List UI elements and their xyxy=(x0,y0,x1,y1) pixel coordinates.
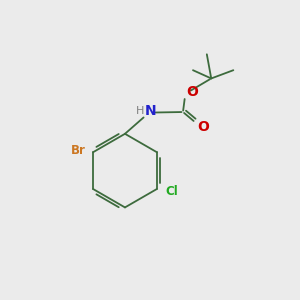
Text: O: O xyxy=(198,120,209,134)
Text: O: O xyxy=(186,85,198,99)
Text: H: H xyxy=(136,106,144,116)
Text: Br: Br xyxy=(71,144,86,157)
Text: Cl: Cl xyxy=(166,185,178,199)
Text: N: N xyxy=(145,104,156,118)
